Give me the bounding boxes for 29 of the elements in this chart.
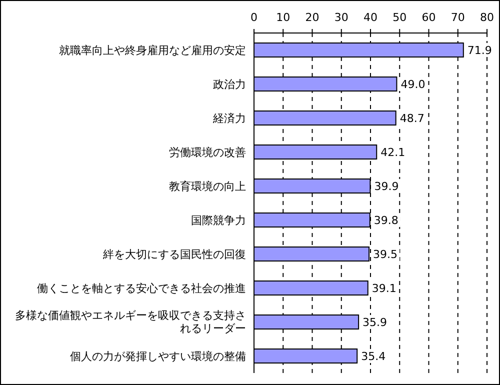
y-tick-label: 働くことを軸とする安心できる社会の推進 (36, 282, 246, 294)
y-tick-label: 多様な価値観やエネルギーを吸収できる支持されるリーダー (14, 309, 246, 335)
data-label: 39.8 (374, 214, 398, 227)
x-tick-label: 30 (334, 11, 348, 24)
y-tick-label: 個人の力が発揮しやすい環境の整備 (69, 350, 246, 362)
x-tick-label: 20 (305, 11, 320, 24)
x-tick-label: 0 (250, 11, 258, 24)
data-label: 39.9 (374, 180, 399, 193)
y-tick-label: 労働環境の改善 (168, 146, 246, 158)
x-tick-label: 50 (392, 11, 407, 24)
data-label: 48.7 (400, 112, 424, 125)
data-label: 49.0 (400, 78, 426, 91)
x-tick-label: 70 (450, 11, 465, 24)
data-label: 39.5 (373, 248, 398, 261)
x-tick-label: 40 (364, 11, 378, 24)
x-tick-label: 60 (422, 11, 436, 24)
y-tick-label: 経済力 (212, 112, 246, 124)
y-tick-label: 就職率向上や終身雇用など雇用の安定 (58, 44, 246, 56)
data-label: 35.9 (362, 316, 388, 329)
data-label: 35.4 (361, 350, 386, 363)
data-label: 39.1 (372, 282, 396, 295)
y-tick-label: 国際競争力 (190, 214, 246, 226)
x-tick-label: 10 (276, 11, 290, 24)
x-tick-label: 80 (480, 11, 494, 24)
y-tick-label: 政治力 (212, 78, 246, 90)
y-tick-label: 教育環境の向上 (168, 180, 246, 192)
y-tick-label: 絆を大切にする国民性の回復 (102, 248, 246, 260)
data-label: 71.9 (467, 44, 492, 57)
data-label: 42.1 (380, 146, 406, 159)
